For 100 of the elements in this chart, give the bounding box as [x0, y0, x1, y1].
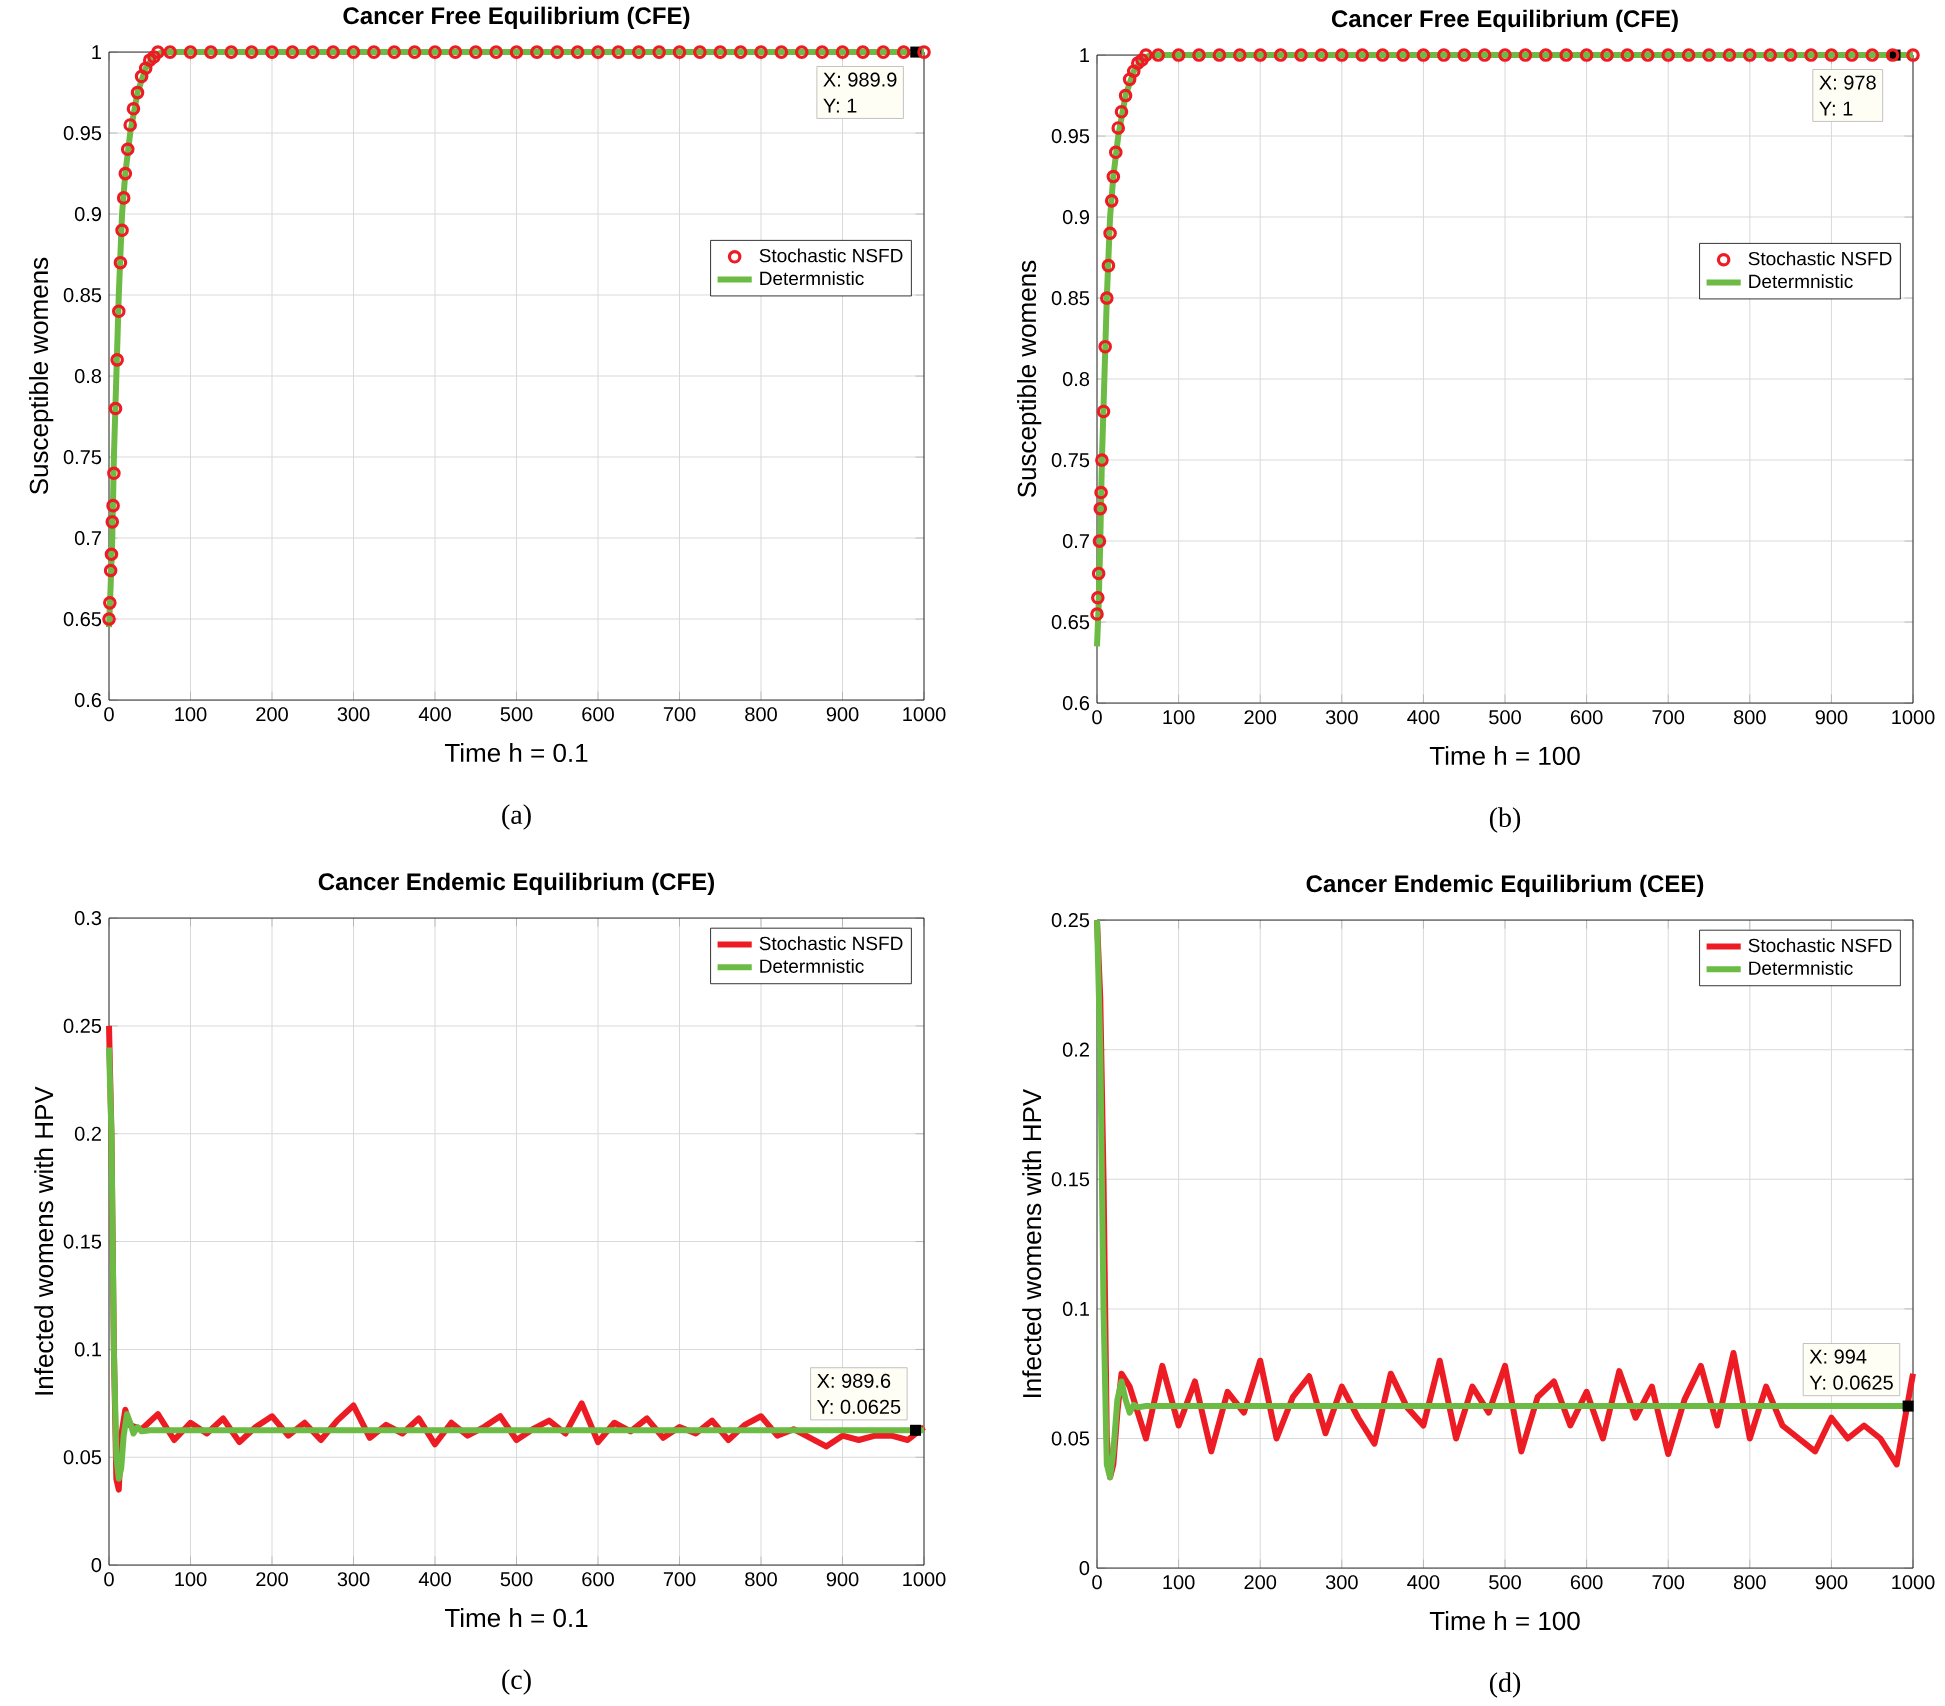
x-tick-label: 400	[418, 707, 451, 722]
annotation: Y: 0.0625	[817, 1399, 901, 1414]
annotation: X: 978	[1819, 75, 1876, 90]
y-tick-label: 0.15	[63, 1234, 102, 1249]
x-tick-label: 0	[104, 707, 114, 722]
x-tick-label: 700	[1652, 1575, 1685, 1590]
y-tick-label: 0	[91, 1557, 102, 1573]
y-tick-label: 0.95	[63, 125, 102, 141]
legend-label: Determnistic	[1749, 960, 1853, 975]
legend-label: Determnistic	[760, 271, 864, 286]
x-axis-title: Time h = 0.1	[444, 742, 588, 763]
y-tick-label: 1	[92, 45, 101, 59]
x-tick-label: 1000	[1892, 710, 1935, 725]
x-tick-label: 400	[1407, 1575, 1440, 1590]
y-tick-label: 0.6	[1062, 695, 1090, 711]
annotation: X: 994	[1809, 1349, 1867, 1364]
y-tick-label: 0.8	[74, 368, 102, 384]
y-tick-label: 0.7	[1062, 533, 1089, 549]
x-tick-label: 800	[1734, 710, 1766, 725]
y-tick-label: 0.7	[74, 530, 101, 546]
x-tick-label: 300	[1325, 710, 1358, 725]
chart-title: Cancer Endemic Equilibrium (CEE)	[1306, 874, 1704, 897]
y-tick-label: 0.15	[1051, 1172, 1090, 1187]
x-tick-label: 100	[1163, 710, 1195, 725]
y-tick-label: 0.9	[1062, 209, 1090, 225]
x-tick-label: 400	[418, 1572, 451, 1587]
x-tick-label: 500	[500, 1572, 533, 1587]
x-tick-label: 500	[1489, 1575, 1521, 1590]
y-axis-title: Infected womens with HPV	[34, 1086, 54, 1395]
x-tick-label: 900	[1815, 1575, 1848, 1590]
y-tick-label: 0.85	[1051, 290, 1090, 306]
x-tick-label: 200	[256, 1572, 288, 1587]
x-tick-label: 600	[1570, 1575, 1603, 1590]
x-tick-label: 400	[1407, 710, 1440, 725]
y-axis-title: Infected womens with HPV	[1022, 1088, 1042, 1397]
x-tick-label: 1000	[1892, 1575, 1935, 1590]
y-tick-label: 0.1	[74, 1342, 101, 1357]
chart-title: Cancer Free Equilibrium (CFE)	[1331, 9, 1678, 32]
y-tick-label: 0.05	[63, 1450, 102, 1465]
text: (a)	[502, 804, 531, 830]
legend-label: Determnistic	[1749, 274, 1853, 289]
annotation: X: 989.6	[817, 1373, 891, 1388]
y-tick-label: 0.25	[63, 1018, 102, 1033]
x-tick-label: 0	[1092, 1575, 1102, 1590]
x-tick-label: 900	[1815, 710, 1848, 725]
x-tick-label: 200	[1244, 1575, 1277, 1590]
y-axis-title: Susceptible womens	[1017, 260, 1042, 498]
x-tick-label: 1000	[903, 1572, 946, 1587]
x-tick-label: 0	[1092, 710, 1102, 725]
y-tick-label: 0.85	[63, 287, 102, 303]
x-tick-label: 300	[1325, 1575, 1358, 1590]
x-tick-label: 700	[1652, 710, 1685, 725]
y-tick-label: 0.65	[1051, 614, 1090, 630]
legend-label: Stochastic NSFD	[759, 248, 903, 263]
x-tick-label: 700	[663, 707, 696, 722]
x-tick-label: 800	[745, 1572, 777, 1587]
y-axis-title: Susceptible womens	[29, 257, 54, 495]
y-tick-label: 0.75	[63, 449, 102, 465]
x-tick-label: 100	[1163, 1575, 1195, 1590]
x-tick-label: 1000	[903, 707, 946, 722]
legend-label: Stochastic NSFD	[1748, 251, 1892, 266]
x-tick-label: 300	[337, 1572, 370, 1587]
x-tick-label: 100	[175, 1572, 207, 1587]
y-tick-label: 0.95	[1051, 128, 1090, 144]
x-tick-label: 900	[826, 1572, 859, 1587]
x-tick-label: 800	[745, 707, 777, 722]
x-tick-label: 600	[582, 1572, 614, 1587]
x-axis-title: Time h = 0.1	[444, 1607, 588, 1628]
annotation: Y: 1	[1819, 101, 1853, 116]
x-tick-label: 500	[500, 707, 533, 722]
y-tick-label: 1	[1080, 48, 1089, 62]
y-tick-label: 0	[1079, 1560, 1090, 1576]
x-axis-title: Time h = 100	[1429, 1610, 1580, 1631]
x-tick-label: 0	[104, 1572, 114, 1587]
annotation: X: 989.9	[823, 72, 897, 87]
legend-label: Stochastic NSFD	[759, 936, 903, 951]
x-tick-label: 900	[826, 707, 859, 722]
chart-title: Cancer Free Equilibrium (CFE)	[343, 6, 690, 29]
y-tick-label: 0.05	[1051, 1431, 1090, 1446]
x-tick-label: 300	[337, 707, 370, 722]
y-tick-label: 0.9	[74, 206, 102, 222]
legend-label: Stochastic NSFD	[1748, 938, 1892, 953]
text: (c)	[502, 1669, 531, 1695]
x-tick-label: 500	[1489, 710, 1521, 725]
text: (d)	[1489, 1672, 1521, 1698]
x-tick-label: 200	[1244, 710, 1277, 725]
legend-label: Determnistic	[760, 958, 864, 973]
y-tick-label: 0.6	[74, 692, 102, 708]
annotation: Y: 0.0625	[1809, 1375, 1893, 1390]
y-tick-label: 0.25	[1051, 912, 1090, 928]
x-tick-label: 800	[1734, 1575, 1766, 1590]
x-tick-label: 700	[663, 1572, 696, 1587]
y-tick-label: 0.75	[1051, 452, 1090, 468]
x-tick-label: 600	[1570, 710, 1603, 725]
x-tick-label: 600	[582, 707, 614, 722]
y-tick-label: 0.1	[1062, 1301, 1089, 1316]
x-axis-title: Time h = 100	[1429, 745, 1580, 766]
y-tick-label: 0.2	[74, 1126, 101, 1141]
x-tick-label: 100	[175, 707, 207, 722]
y-tick-label: 0.65	[63, 611, 102, 627]
